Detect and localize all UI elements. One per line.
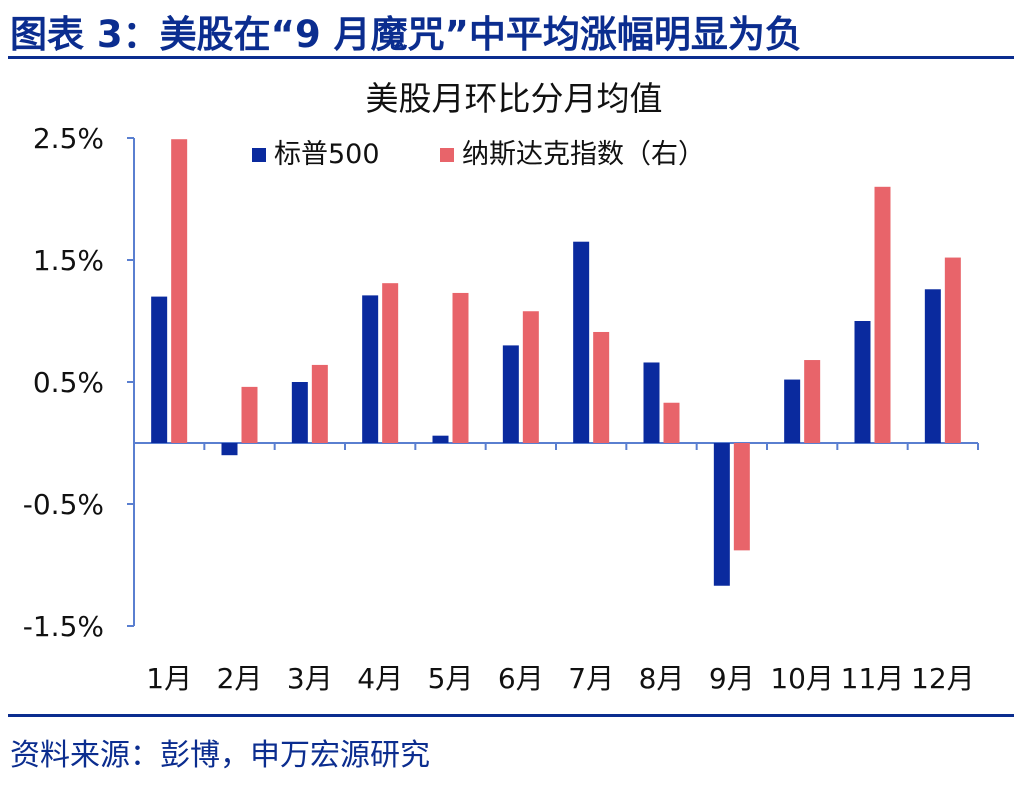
bar-sp500-2 — [221, 443, 238, 456]
x-tick-label: 2月 — [217, 662, 263, 695]
bar-sp500-3 — [291, 382, 308, 443]
bar-sp500-10 — [784, 379, 801, 443]
bar-sp500-4 — [362, 295, 379, 443]
x-tick-label: 10月 — [770, 662, 834, 695]
x-tick-label: 5月 — [428, 662, 474, 695]
bar-sp500-11 — [854, 321, 871, 443]
legend-label-nasdaq: 纳斯达克指数（右） — [462, 139, 705, 170]
bar-sp500-8 — [643, 362, 660, 443]
top-divider — [8, 56, 1014, 59]
y-tick-label: -1.5% — [23, 610, 104, 643]
bar-nasdaq-6 — [522, 311, 539, 443]
bar-nasdaq-7 — [593, 331, 610, 443]
bar-nasdaq-1 — [171, 139, 188, 443]
bar-chart: 美股月环比分月均值 标普500 纳斯达克指数（右） 2.5% 1.5% 0.5% -0… — [23, 79, 979, 695]
bar-nasdaq-4 — [382, 283, 399, 443]
bar-sp500-7 — [573, 241, 590, 443]
bottom-divider — [8, 714, 1014, 717]
x-tick-label: 9月 — [709, 662, 755, 695]
legend: 标普500 纳斯达克指数（右） — [252, 139, 705, 170]
bar-sp500-9 — [713, 443, 730, 586]
y-tick-label: 1.5% — [33, 244, 104, 277]
x-tick-label: 3月 — [287, 662, 333, 695]
bar-nasdaq-11 — [874, 186, 891, 444]
legend-swatch-sp500 — [252, 148, 266, 162]
source-note: 资料来源：彭博，申万宏源研究 — [10, 738, 430, 773]
bar-nasdaq-2 — [241, 386, 258, 443]
bars — [151, 139, 961, 586]
bar-nasdaq-3 — [311, 364, 328, 443]
y-tick-label: -0.5% — [23, 488, 104, 521]
bar-nasdaq-10 — [804, 360, 821, 443]
tick-labels: 2.5% 1.5% 0.5% -0.5% -1.5% 1月 2月 3月 4月 5月 6月 7月 8月 9月… — [23, 122, 975, 695]
x-tick-label: 11月 — [841, 662, 905, 695]
bar-nasdaq-5 — [452, 292, 469, 443]
chart-title: 美股月环比分月均值 — [366, 79, 663, 118]
legend-swatch-nasdaq — [440, 148, 454, 162]
bar-nasdaq-9 — [733, 443, 750, 551]
bar-sp500-5 — [432, 435, 449, 443]
x-tick-label: 6月 — [498, 662, 544, 695]
y-tick-label: 2.5% — [33, 122, 104, 155]
figure-title: 图表 3：美股在“9 月魔咒”中平均涨幅明显为负 — [10, 13, 802, 56]
bar-nasdaq-8 — [663, 402, 680, 443]
bar-sp500-1 — [151, 296, 168, 443]
bar-sp500-12 — [924, 289, 941, 443]
x-tick-label: 12月 — [911, 662, 975, 695]
x-tick-label: 7月 — [568, 662, 614, 695]
bar-nasdaq-12 — [944, 257, 961, 443]
x-tick-label: 8月 — [639, 662, 685, 695]
x-tick-label: 4月 — [357, 662, 403, 695]
y-tick-label: 0.5% — [33, 366, 104, 399]
bar-sp500-6 — [502, 345, 519, 443]
legend-label-sp500: 标普500 — [274, 139, 380, 170]
x-tick-label: 1月 — [146, 662, 192, 695]
axes — [127, 137, 979, 627]
